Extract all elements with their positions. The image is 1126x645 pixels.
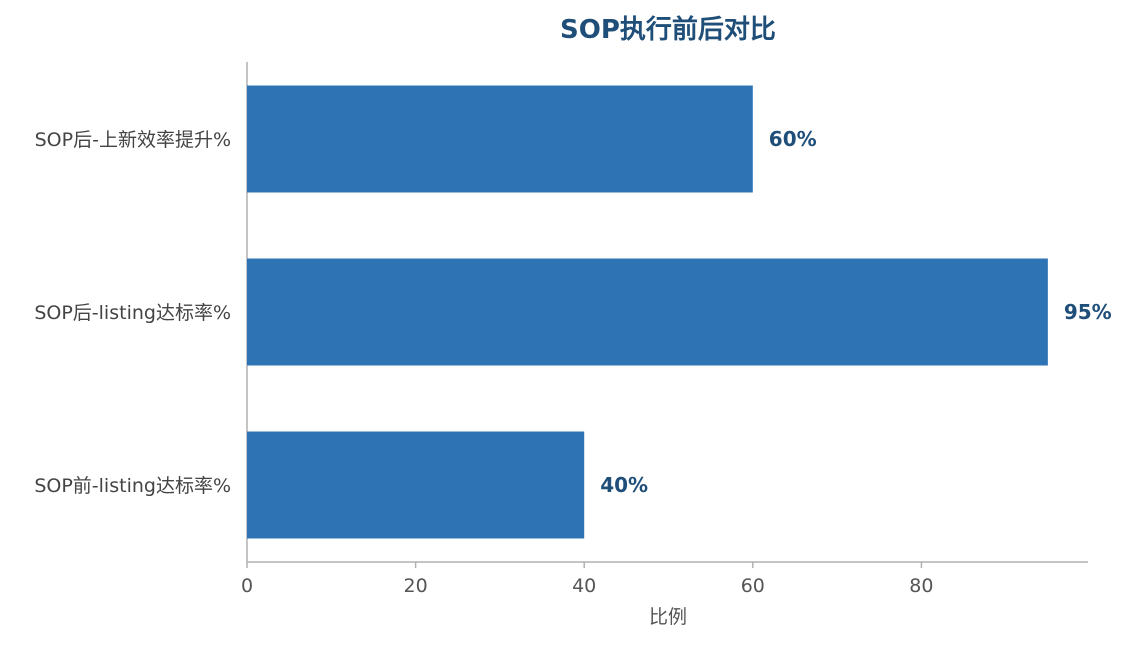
x-tick-label: 20 [404, 575, 428, 597]
x-tick-label: 0 [241, 575, 253, 597]
x-ticks-layer: 0 20 40 60 80 [241, 562, 933, 597]
x-axis-label: 比例 [649, 606, 687, 628]
bar [247, 431, 585, 539]
value-label: 60% [769, 127, 817, 151]
x-tick-label: 80 [909, 575, 933, 597]
x-tick-label: 60 [741, 575, 765, 597]
bar [247, 85, 753, 193]
bar [247, 258, 1048, 366]
chart-title: SOP执行前后对比 [560, 14, 776, 45]
value-label: 95% [1064, 300, 1112, 324]
category-label: SOP后-上新效率提升% [35, 129, 231, 151]
bars-layer: SOP前-listing达标率% 40% SOP后-listing达标率% 95% SO… [34, 85, 1112, 539]
category-label: SOP后-listing达标率% [34, 302, 231, 324]
value-label: 40% [600, 473, 648, 497]
category-label: SOP前-listing达标率% [34, 475, 231, 497]
x-tick-label: 40 [572, 575, 596, 597]
